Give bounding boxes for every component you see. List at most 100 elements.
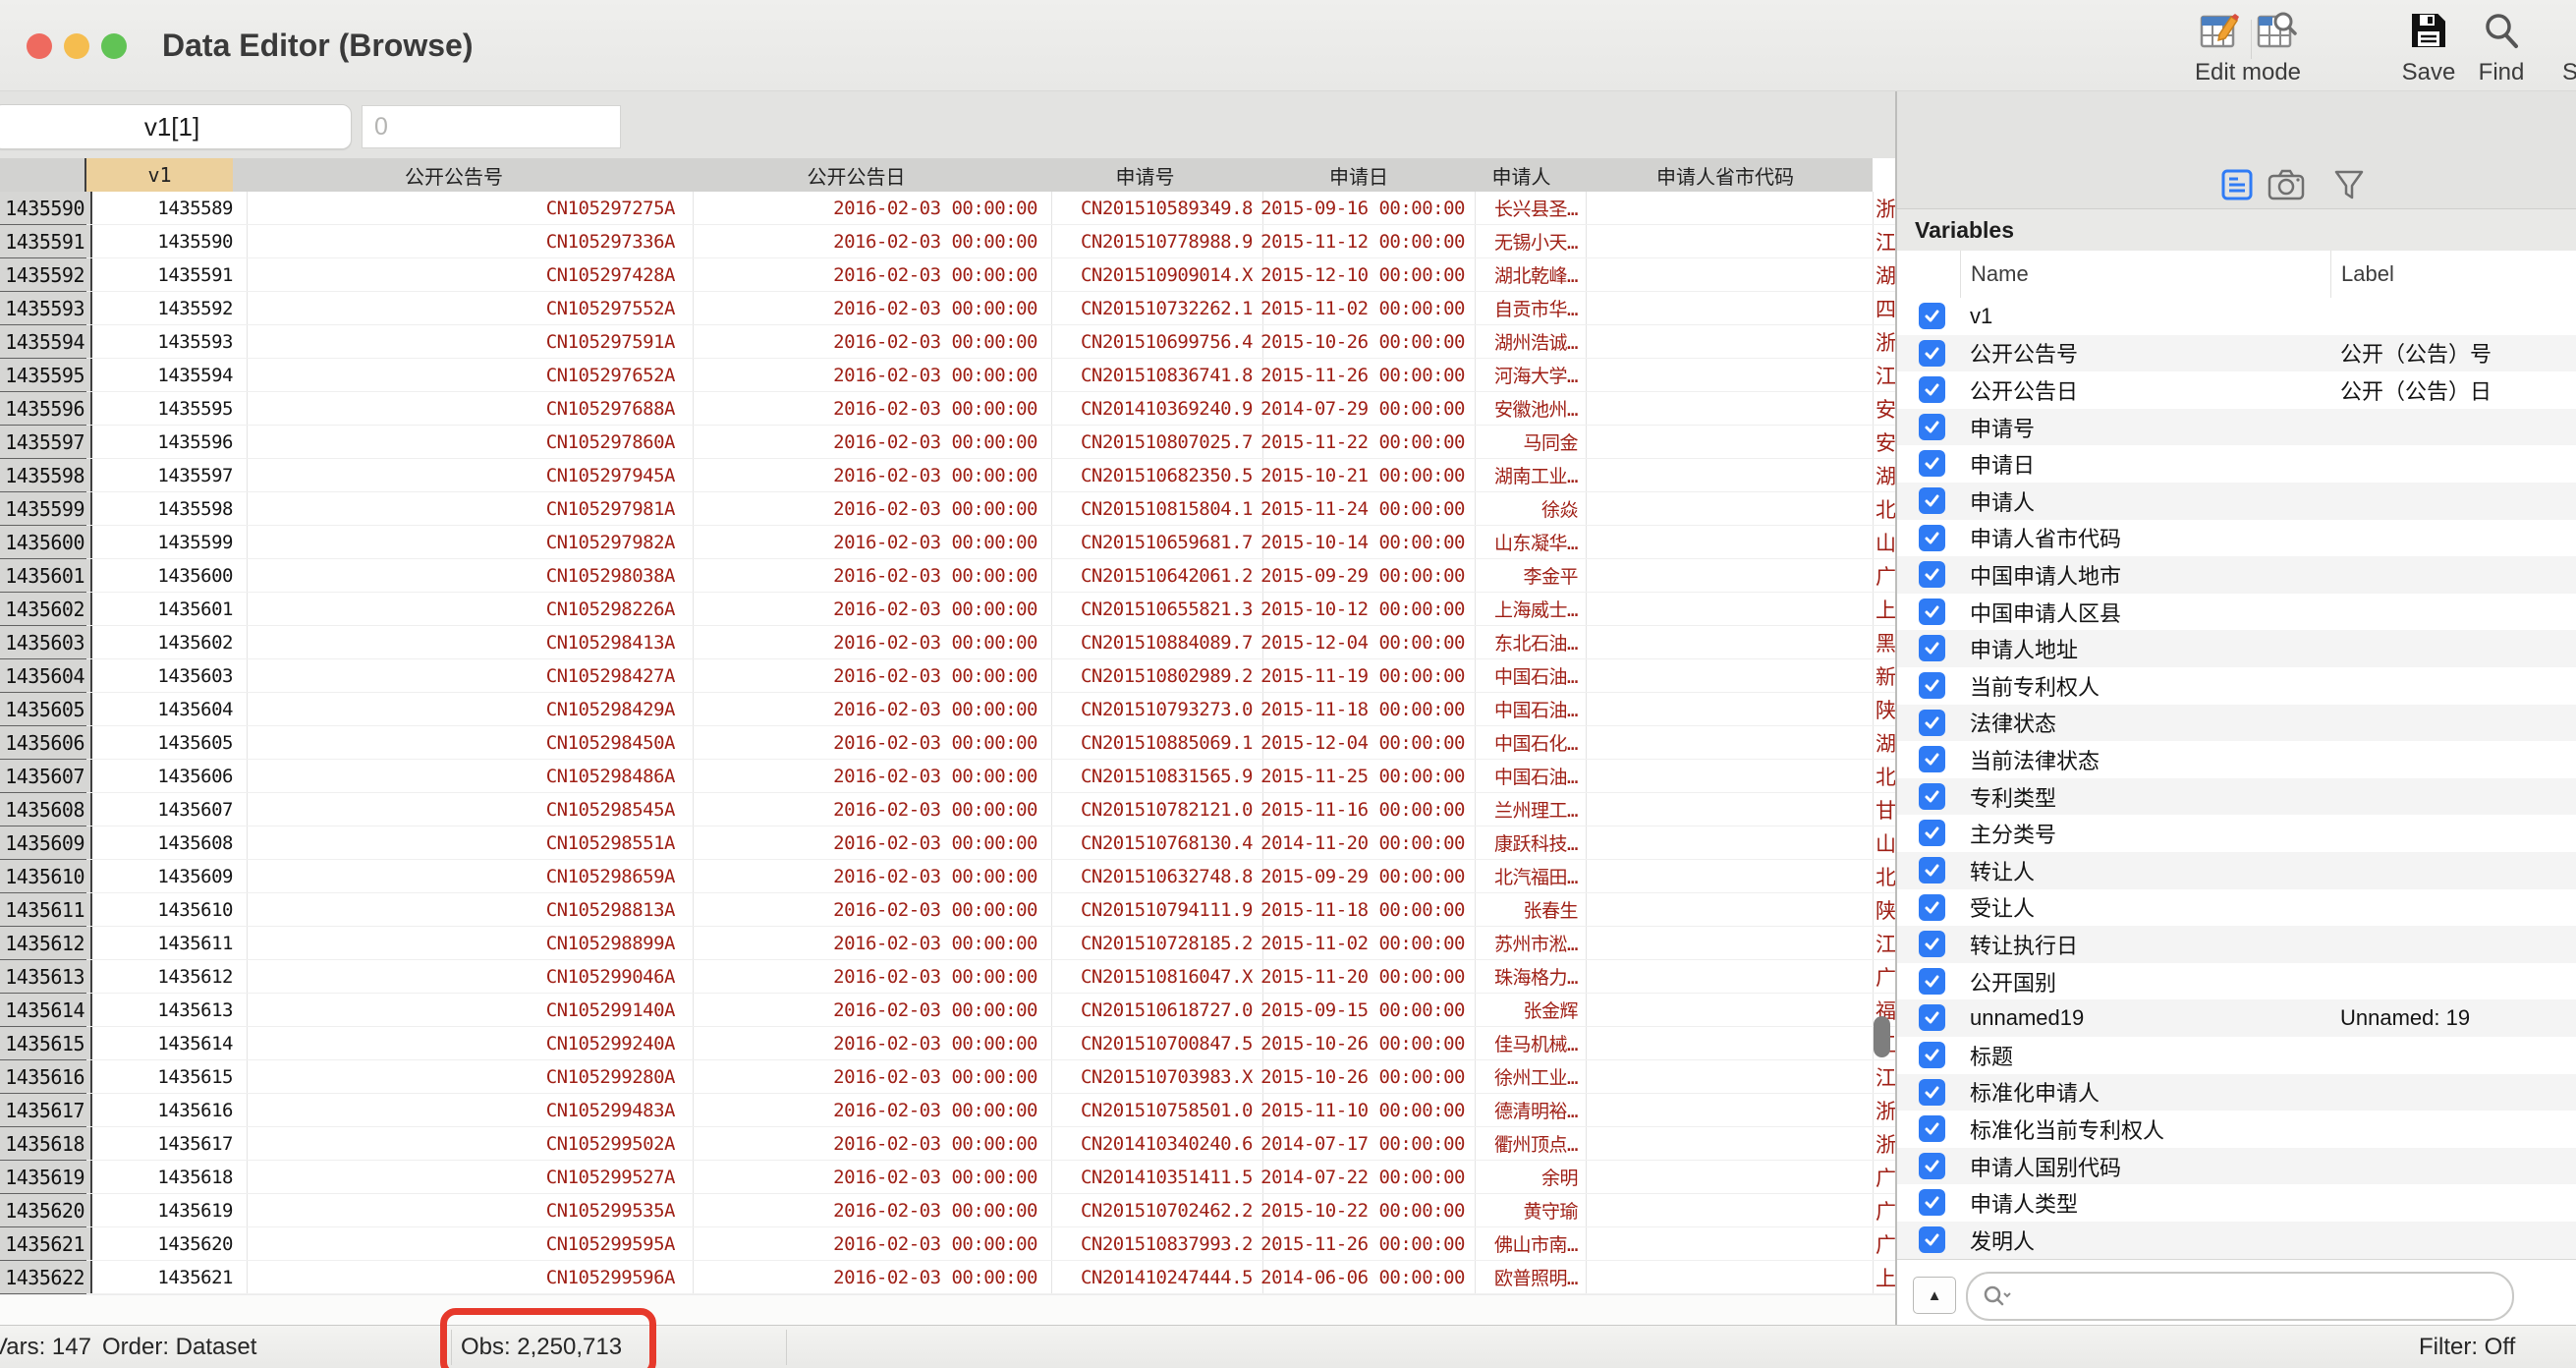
clipped-next-column-cell[interactable]: 广 — [1873, 960, 1895, 994]
app-date-cell[interactable]: 2015-11-19 00:00:00 — [1253, 659, 1476, 693]
pub-no-cell[interactable]: CN105299240A — [233, 1027, 694, 1060]
pub-date-cell[interactable]: 2016-02-03 00:00:00 — [675, 1060, 1052, 1094]
v1-cell[interactable]: 1435610 — [86, 893, 248, 927]
variable-row[interactable]: 专利类型 — [1897, 777, 2576, 816]
app-date-cell[interactable]: 2014-06-06 00:00:00 — [1253, 1261, 1476, 1294]
row-number-cell[interactable]: 1435590 — [0, 192, 92, 225]
variable-checkbox[interactable] — [1919, 339, 1945, 367]
pub-no-cell[interactable]: CN105297981A — [233, 492, 694, 526]
app-no-cell[interactable]: CN201510758501.0 — [1037, 1094, 1263, 1127]
app-no-cell[interactable]: CN201410247444.5 — [1037, 1261, 1263, 1294]
applicant-cell[interactable]: 中国石化… — [1465, 726, 1587, 760]
variable-checkbox[interactable] — [1919, 1042, 1945, 1068]
pub-date-cell[interactable]: 2016-02-03 00:00:00 — [675, 325, 1052, 359]
clipped-next-column-cell[interactable]: 广 — [1873, 1161, 1895, 1194]
v1-cell[interactable]: 1435617 — [86, 1127, 248, 1161]
province-code-cell[interactable] — [1578, 793, 1874, 826]
app-no-cell[interactable]: CN201510682350.5 — [1037, 459, 1263, 492]
pub-date-cell[interactable]: 2016-02-03 00:00:00 — [675, 826, 1052, 860]
app-no-cell[interactable]: CN201510885069.1 — [1037, 726, 1263, 760]
clipped-next-column-cell[interactable]: 湖 — [1873, 459, 1895, 492]
province-code-cell[interactable] — [1578, 1227, 1874, 1261]
clipped-next-column-cell[interactable]: 广 — [1873, 1194, 1895, 1227]
app-date-cell[interactable]: 2014-07-17 00:00:00 — [1253, 1127, 1476, 1161]
app-no-cell[interactable]: CN201510794111.9 — [1037, 893, 1263, 927]
variable-checkbox[interactable] — [1919, 709, 1945, 736]
pub-date-cell[interactable]: 2016-02-03 00:00:00 — [675, 726, 1052, 760]
app-no-cell[interactable]: CN201510659681.7 — [1037, 526, 1263, 559]
variable-row[interactable]: 申请人省市代码 — [1897, 520, 2576, 557]
pub-date-cell[interactable]: 2016-02-03 00:00:00 — [675, 893, 1052, 927]
variable-row[interactable]: 申请日 — [1897, 445, 2576, 483]
variable-row[interactable]: 公开公告号 公开（公告）号 — [1897, 334, 2576, 372]
v1-cell[interactable]: 1435609 — [86, 860, 248, 893]
app-no-cell[interactable]: CN201510836741.8 — [1037, 359, 1263, 392]
pub-no-cell[interactable]: CN105298545A — [233, 793, 694, 826]
variable-checkbox[interactable] — [1919, 413, 1945, 440]
province-code-cell[interactable] — [1578, 325, 1874, 359]
row-number-cell[interactable]: 1435605 — [0, 693, 92, 726]
column-header-v1[interactable]: v1 — [86, 158, 234, 192]
pub-no-cell[interactable]: CN105298486A — [233, 760, 694, 793]
applicant-cell[interactable]: 黄守瑜 — [1465, 1194, 1587, 1227]
clipped-next-column-cell[interactable]: 浙 — [1873, 1127, 1895, 1161]
pub-date-cell[interactable]: 2016-02-03 00:00:00 — [675, 459, 1052, 492]
app-date-cell[interactable]: 2015-11-18 00:00:00 — [1253, 693, 1476, 726]
applicant-cell[interactable]: 河海大学… — [1465, 359, 1587, 392]
applicant-cell[interactable]: 衢州顶点… — [1465, 1127, 1587, 1161]
variable-row[interactable]: 发明人 — [1897, 1222, 2576, 1259]
pub-date-cell[interactable]: 2016-02-03 00:00:00 — [675, 593, 1052, 626]
column-header-pub-date[interactable]: 公开公告日 — [675, 158, 1038, 192]
clipped-next-column-cell[interactable]: 江 — [1873, 359, 1895, 392]
applicant-cell[interactable]: 自贡市华… — [1465, 292, 1587, 325]
app-no-cell[interactable]: CN201410351411.5 — [1037, 1161, 1263, 1194]
pub-date-cell[interactable]: 2016-02-03 00:00:00 — [675, 1127, 1052, 1161]
app-date-cell[interactable]: 2014-11-20 00:00:00 — [1253, 826, 1476, 860]
app-no-cell[interactable]: CN201510802989.2 — [1037, 659, 1263, 693]
applicant-cell[interactable]: 兰州理工… — [1465, 793, 1587, 826]
variable-checkbox[interactable] — [1919, 635, 1945, 662]
province-code-cell[interactable] — [1578, 659, 1874, 693]
variable-checkbox[interactable] — [1919, 1115, 1945, 1143]
row-number-cell[interactable]: 1435593 — [0, 292, 92, 325]
clipped-next-column-cell[interactable]: 江 — [1873, 225, 1895, 258]
v1-cell[interactable]: 1435615 — [86, 1060, 248, 1094]
variable-checkbox[interactable] — [1919, 967, 1945, 995]
applicant-cell[interactable]: 张春生 — [1465, 893, 1587, 927]
clipped-next-column-cell[interactable]: 山 — [1873, 826, 1895, 860]
row-number-cell[interactable]: 1435599 — [0, 492, 92, 526]
pub-date-cell[interactable]: 2016-02-03 00:00:00 — [675, 526, 1052, 559]
applicant-cell[interactable]: 安徽池州… — [1465, 392, 1587, 426]
clipped-next-column-cell[interactable]: 安 — [1873, 426, 1895, 459]
pub-no-cell[interactable]: CN105297552A — [233, 292, 694, 325]
row-number-cell[interactable]: 1435607 — [0, 760, 92, 793]
province-code-cell[interactable] — [1578, 1161, 1874, 1194]
variable-row[interactable]: 公开国别 — [1897, 963, 2576, 1000]
row-number-cell[interactable]: 1435602 — [0, 593, 92, 626]
variable-row[interactable]: unnamed19 Unnamed: 19 — [1897, 999, 2576, 1037]
pub-no-cell[interactable]: CN105298038A — [233, 559, 694, 593]
clipped-next-column-cell[interactable]: 甘 — [1873, 793, 1895, 826]
v1-cell[interactable]: 1435621 — [86, 1261, 248, 1294]
row-number-cell[interactable]: 1435608 — [0, 793, 92, 826]
app-no-cell[interactable]: CN201510618727.0 — [1037, 994, 1263, 1027]
province-code-cell[interactable] — [1578, 960, 1874, 994]
zoom-window-icon[interactable] — [101, 33, 127, 59]
app-date-cell[interactable]: 2015-09-29 00:00:00 — [1253, 860, 1476, 893]
clipped-next-column-cell[interactable]: 江 — [1873, 927, 1895, 960]
column-header-pub-no[interactable]: 公开公告号 — [233, 158, 676, 192]
pub-date-cell[interactable]: 2016-02-03 00:00:00 — [675, 192, 1052, 225]
variables-list-view-button[interactable] — [2214, 167, 2260, 202]
province-code-cell[interactable] — [1578, 893, 1874, 927]
pub-no-cell[interactable]: CN105297982A — [233, 526, 694, 559]
pub-no-cell[interactable]: CN105298813A — [233, 893, 694, 927]
minimize-window-icon[interactable] — [64, 33, 89, 59]
applicant-cell[interactable]: 湖州浩诚… — [1465, 325, 1587, 359]
v1-cell[interactable]: 1435601 — [86, 593, 248, 626]
applicant-cell[interactable]: 徐焱 — [1465, 492, 1587, 526]
pub-no-cell[interactable]: CN105299595A — [233, 1227, 694, 1261]
variable-row[interactable]: 转让人 — [1897, 852, 2576, 889]
pub-date-cell[interactable]: 2016-02-03 00:00:00 — [675, 359, 1052, 392]
app-date-cell[interactable]: 2015-11-02 00:00:00 — [1253, 292, 1476, 325]
pub-no-cell[interactable]: CN105298429A — [233, 693, 694, 726]
